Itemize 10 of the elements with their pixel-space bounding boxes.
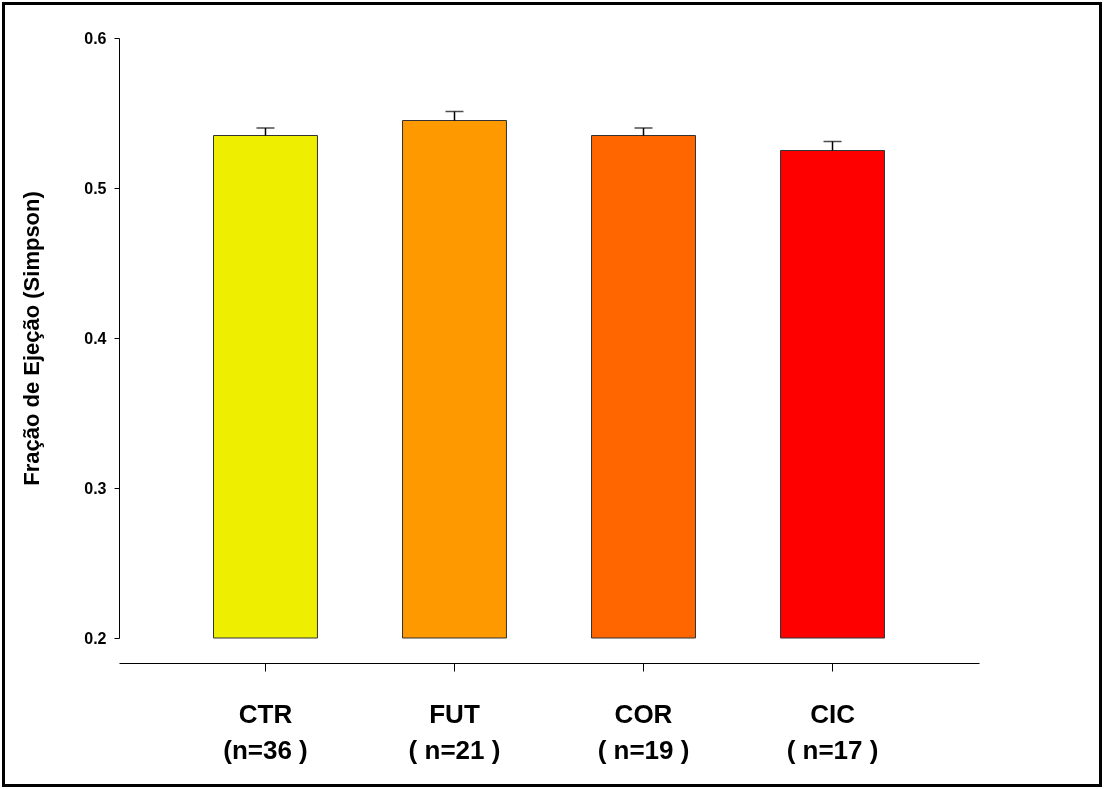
y-axis-title: Fração de Ejeção (Simpson)	[19, 191, 45, 486]
x-tick-label: COR ( n=19 )	[597, 698, 690, 765]
y-tick-label: 0.5	[84, 179, 107, 197]
x-tick-label: CIC ( n=17 )	[786, 698, 879, 765]
x-tick-label: FUT ( n=21 )	[408, 698, 501, 765]
y-tick-label: 0.6	[84, 29, 107, 47]
y-tick-label: 0.3	[84, 479, 107, 497]
x-tick-label: CTR (n=36 )	[223, 698, 308, 765]
y-tick-label: 0.2	[84, 629, 107, 647]
y-tick-label: 0.4	[84, 329, 107, 347]
